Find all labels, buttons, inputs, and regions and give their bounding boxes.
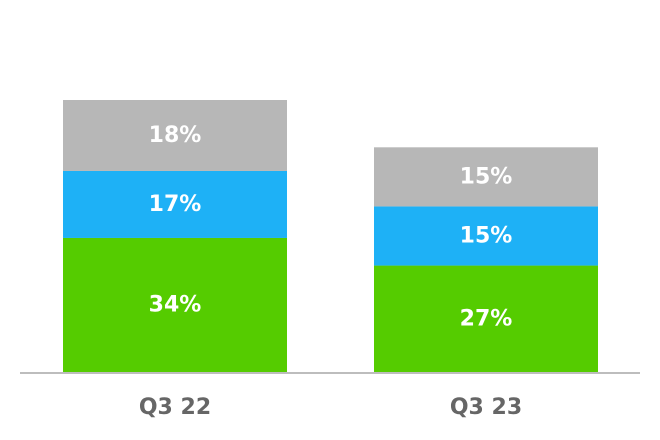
category-tick-label: Q3 23 [450,395,522,420]
data-label: 27% [460,306,513,331]
data-label: 17% [149,192,202,217]
category-tick-label: Q3 22 [139,395,211,420]
bar-segment [63,170,287,238]
bar-segment [63,100,287,171]
data-label: 15% [460,164,513,189]
bar-segment [63,237,287,372]
data-label: 18% [149,123,202,148]
bars-layer: 34% 17% 18% 27% 15% 15% [63,100,598,372]
category-labels: Q3 22 Q3 23 [139,395,522,420]
bar-segment [374,265,598,372]
data-label: 34% [149,292,202,317]
bar-segment [374,147,598,207]
bar-segment [374,206,598,266]
data-label: 15% [460,224,513,249]
